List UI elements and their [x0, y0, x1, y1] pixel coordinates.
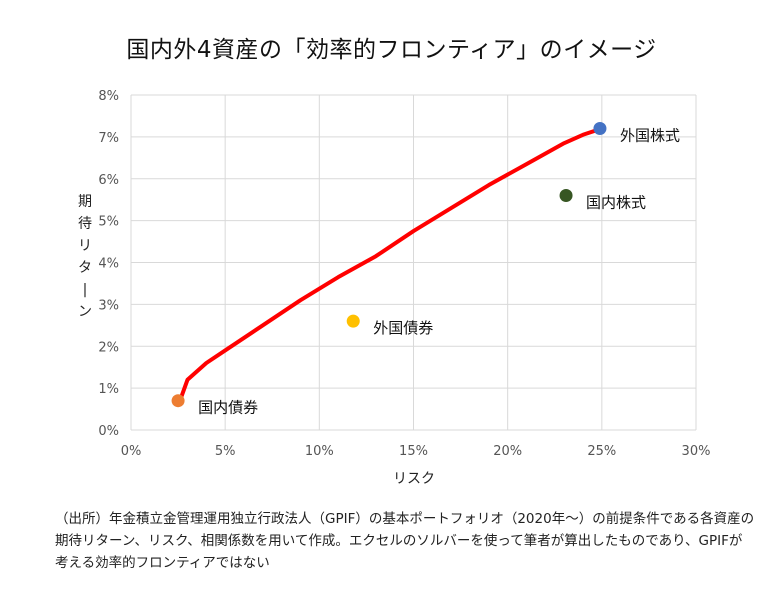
- asset-point: [593, 122, 607, 135]
- y-tick-label: 6%: [98, 173, 119, 188]
- asset-point-label: 外国株式: [620, 127, 680, 145]
- x-axis-title: リスク: [393, 471, 435, 487]
- y-tick-label: 7%: [98, 131, 119, 146]
- x-tick-label: 25%: [587, 444, 616, 459]
- x-tick-label: 15%: [399, 444, 428, 459]
- asset-point-label: 外国債券: [373, 319, 433, 337]
- y-axis-title: 期待リタ | ン: [78, 194, 92, 320]
- y-axis-title-char: ン: [78, 304, 92, 320]
- asset-point: [559, 189, 573, 202]
- asset-point: [171, 394, 185, 408]
- y-tick-label: 1%: [98, 382, 119, 397]
- y-tick-label: 4%: [98, 257, 119, 272]
- asset-point-label: 国内債券: [198, 399, 258, 417]
- y-tick-label: 3%: [98, 298, 119, 313]
- chart-title: 国内外4資産の「効率的フロンティア」のイメージ: [126, 37, 657, 63]
- x-tick-label: 5%: [215, 444, 236, 459]
- x-tick-label: 10%: [305, 444, 334, 459]
- y-axis-title-char: リ: [78, 238, 92, 254]
- y-tick-label: 2%: [98, 340, 119, 355]
- x-tick-label: 20%: [493, 444, 522, 459]
- y-tick-label: 5%: [98, 215, 119, 230]
- efficient-frontier-line: [177, 126, 604, 403]
- frontier-line-layer: [177, 126, 604, 403]
- x-tick-label: 0%: [121, 444, 142, 459]
- y-axis-title-char: 待: [78, 216, 92, 232]
- x-tick-label: 30%: [682, 444, 711, 459]
- y-axis-title-char: |: [83, 282, 88, 298]
- gridlines: [130, 94, 697, 431]
- source-note: （出所）年金積立金管理運用独立行政法人（GPIF）の基本ポートフォリオ（2020…: [55, 511, 755, 571]
- y-axis-title-char: 期: [78, 194, 92, 210]
- y-axis-title-char: タ: [78, 260, 92, 276]
- asset-point: [346, 314, 360, 328]
- y-tick-label: 8%: [98, 89, 119, 104]
- tick-labels: 0% 1% 2% 3% 4% 5% 6% 7% 8% 0% 5% 10% 15% 20% 25% 30%: [98, 89, 710, 459]
- asset-point-label: 国内株式: [586, 194, 646, 212]
- y-tick-label: 0%: [98, 424, 119, 439]
